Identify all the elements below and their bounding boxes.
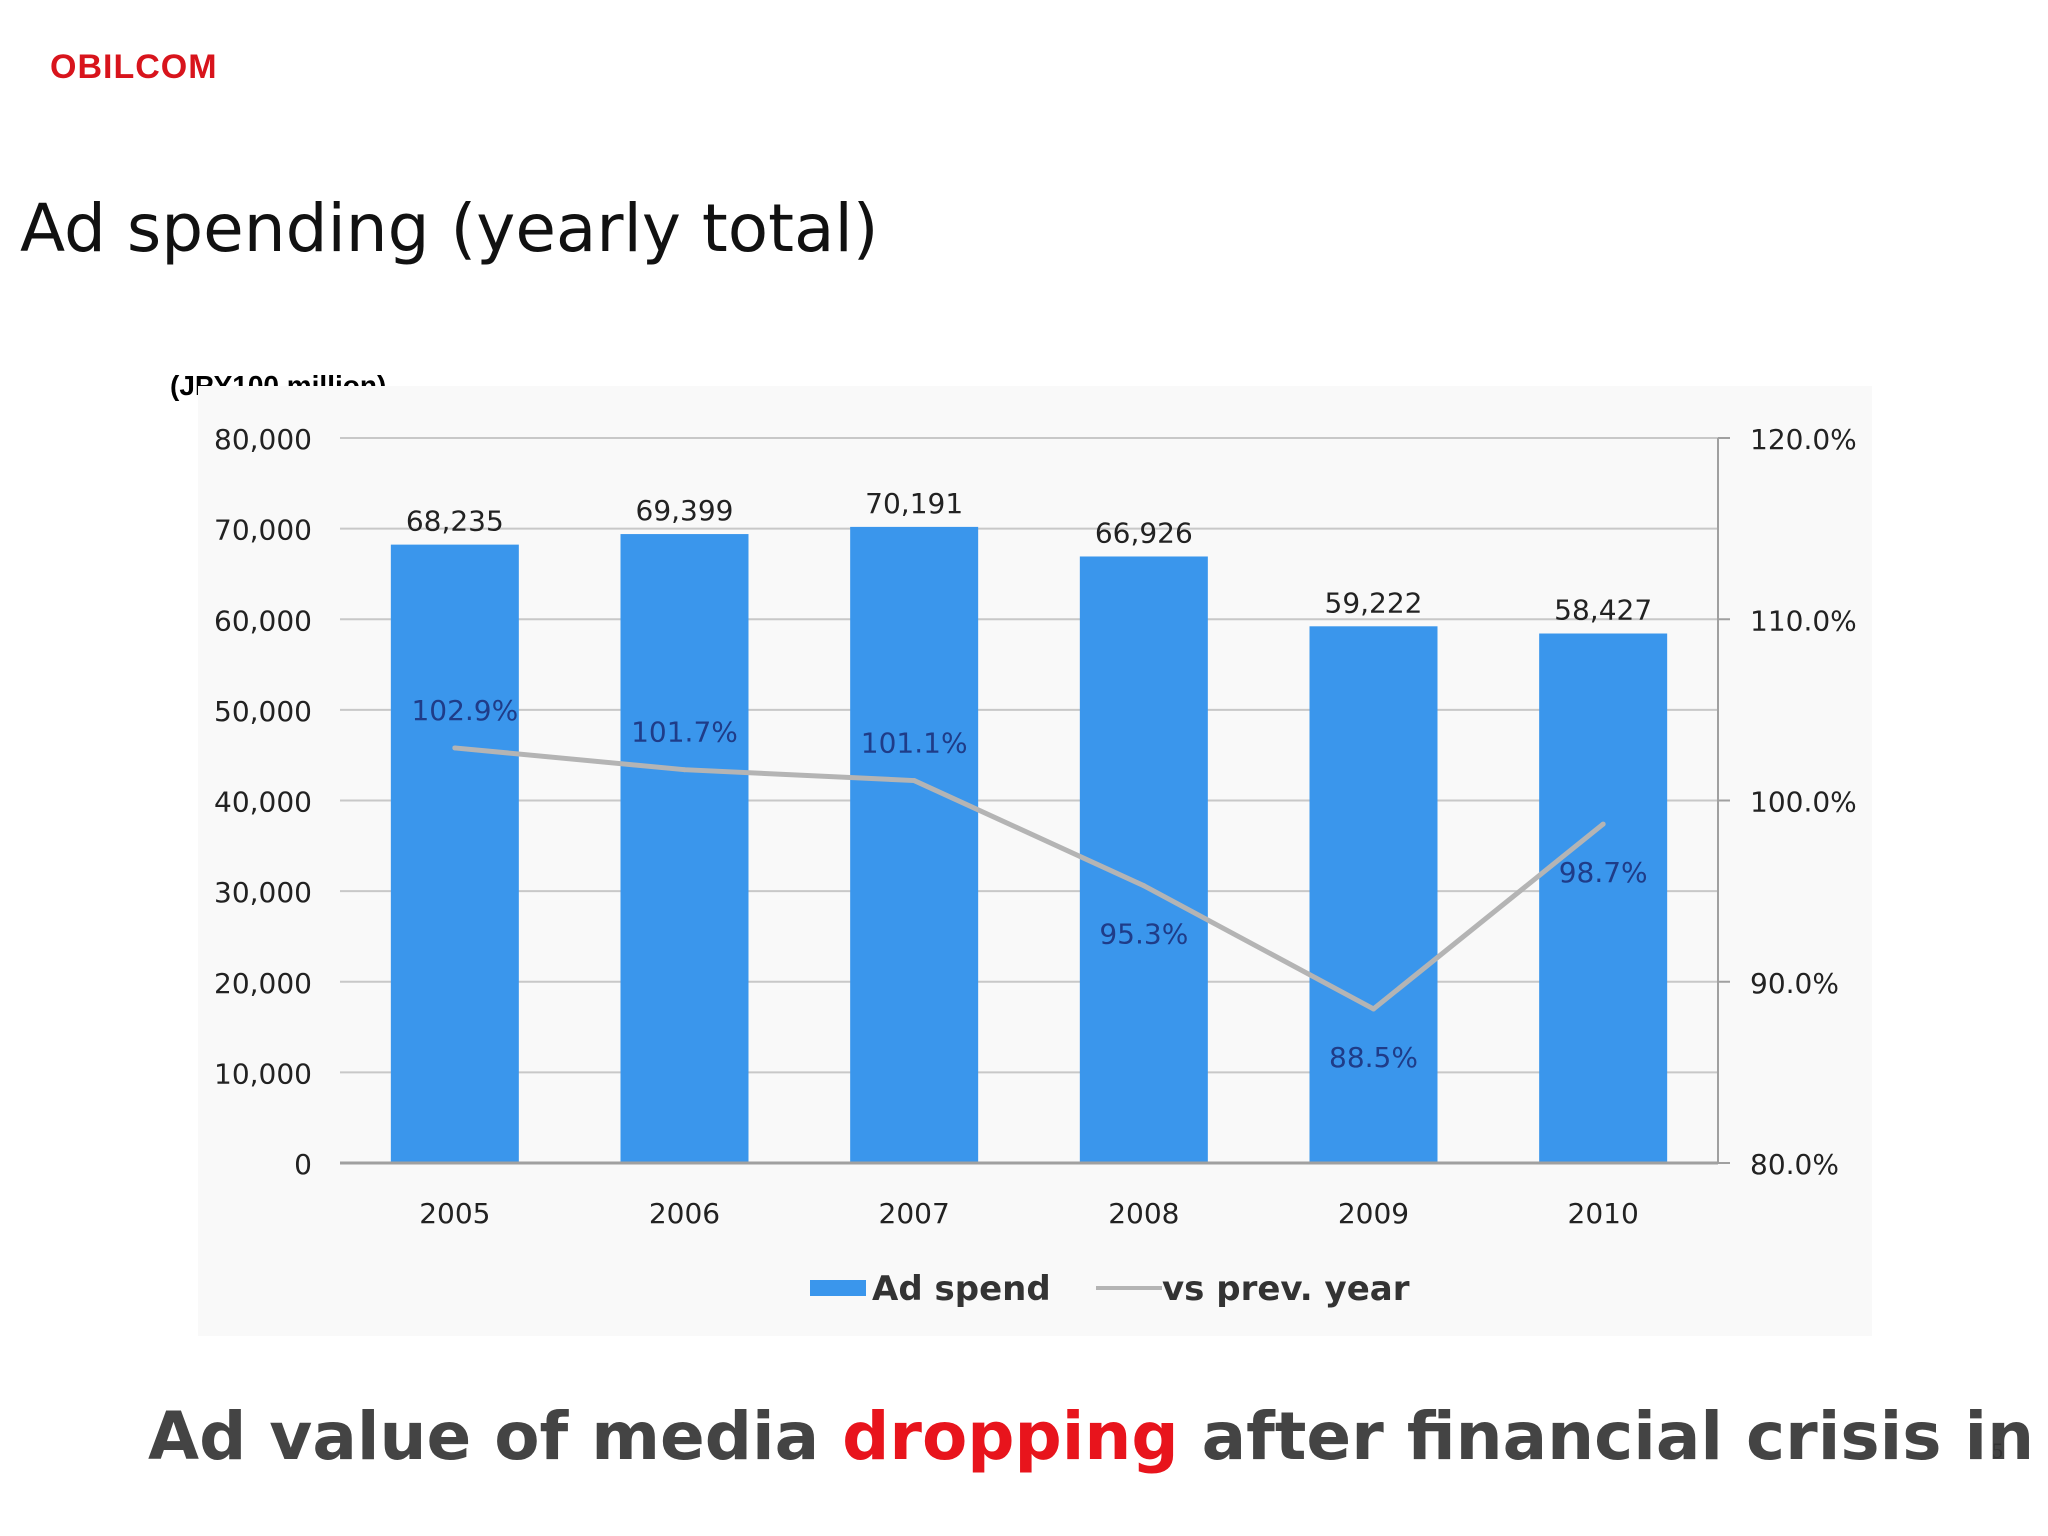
y-right-tick-label: 80.0% [1750,1148,1839,1181]
slide-title: Ad spending (yearly total) [20,190,879,267]
ad-spend-chart: 68,235 69,399 70,191 66,926 59,222 58,427 102.… [214,423,1857,1309]
takeaway-highlight: dropping [842,1398,1179,1475]
bar-value-label: 66,926 [1095,516,1193,549]
data-labels: 68,235 69,399 70,191 66,926 59,222 58,427 102.… [406,487,1652,1074]
page-number: 5 [1992,1438,2003,1463]
y-left-tick-label: 10,000 [214,1057,312,1090]
bar-2005 [390,544,519,1163]
pct-label: 95.3% [1099,918,1188,951]
bars [390,526,1668,1163]
pct-label: 88.5% [1329,1041,1418,1074]
bar-value-label: 59,222 [1325,586,1423,619]
pct-label: 101.1% [861,727,968,760]
y-left-tick-label: 80,000 [214,423,312,456]
line-point-2009 [1371,1006,1376,1012]
legend-line-label: vs prev. year [1162,1269,1410,1309]
line-point-2006 [682,767,687,773]
x-tick-label: 2008 [1108,1197,1179,1230]
bar-2006 [620,534,749,1163]
x-tick-label: 2007 [879,1197,950,1230]
company-logo: OBILCOM [50,48,218,86]
line-point-2010 [1600,821,1606,827]
y-left-tick-label: 70,000 [214,514,312,547]
x-tick-label: 2005 [419,1197,490,1230]
line-point-2007 [911,778,917,784]
bar-value-label: 69,399 [636,494,734,527]
legend: Ad spend vs prev. year [810,1269,1410,1309]
pct-label: 101.7% [631,716,738,749]
line-point-2008 [1141,883,1147,889]
bar-2009 [1309,626,1438,1163]
y-right-tick-label: 110.0% [1750,604,1857,637]
comparison-line [452,745,1606,1012]
bar-value-label: 68,235 [406,505,504,538]
y-left-tick-label: 30,000 [214,876,312,909]
vs-prev-year-line [454,745,1605,1012]
line-point-2005 [452,745,458,751]
bar-2010 [1539,633,1668,1163]
y-right-tick-label: 90.0% [1750,967,1839,1000]
bar-2008 [1079,556,1208,1163]
takeaway-before: Ad value of media [148,1398,843,1475]
x-tick-label: 2010 [1568,1197,1639,1230]
y-right-tick-label: 120.0% [1750,423,1857,456]
axes: 0 10,000 20,000 30,000 40,000 50,000 60,000 70,… [214,423,1857,1230]
pct-label: 98.7% [1559,856,1648,889]
legend-bar-label: Ad spend [872,1269,1051,1309]
legend-bar-swatch [810,1280,866,1296]
y-left-tick-label: 50,000 [214,695,312,728]
bar-value-label: 70,191 [865,487,963,520]
bar-value-label: 58,427 [1554,594,1652,627]
y-left-tick-label: 60,000 [214,604,312,637]
y-right-tick-label: 100.0% [1750,786,1857,819]
x-tick-label: 2009 [1338,1197,1409,1230]
x-tick-label: 2006 [649,1197,720,1230]
takeaway-after: after financial crisis in 09 [1201,1398,2048,1475]
y-left-tick-label: 40,000 [214,786,312,819]
pct-label: 102.9% [411,694,518,727]
y-left-tick-label: 20,000 [214,967,312,1000]
y-left-tick-label: 0 [294,1148,312,1181]
bar-2007 [850,526,979,1163]
